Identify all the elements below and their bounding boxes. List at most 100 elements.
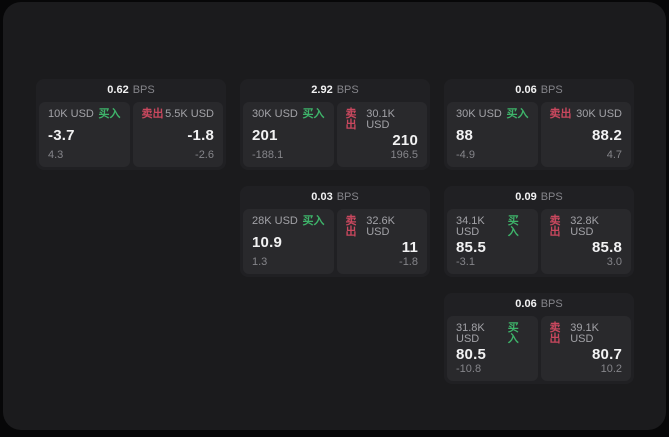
buy-side-label: 买入	[507, 215, 519, 238]
buy-side-label: 买入	[302, 108, 325, 120]
bps-header: 2.92 BPS	[240, 79, 430, 102]
buy-price: 10.9	[252, 233, 282, 251]
sell-price: 85.8	[592, 239, 622, 256]
sell-tile-top: 卖出 30K USD	[550, 109, 623, 120]
buy-tile[interactable]: 31.8K USD 买入 80.5 -10.8	[447, 316, 538, 381]
buy-tile-top: 10K USD 买入	[48, 109, 121, 120]
sell-side-label: 卖出	[549, 215, 561, 238]
sell-amount: 30.1K USD	[366, 108, 395, 131]
buy-amount: 10K USD	[48, 108, 94, 120]
sell-tile-top: 卖出 39.1K USD	[550, 323, 623, 345]
buy-change: 4.3	[48, 149, 64, 161]
bps-header: 0.06 BPS	[444, 79, 634, 102]
buy-tile-top: 30K USD 买入	[252, 109, 325, 120]
sell-side-label: 卖出	[345, 215, 357, 238]
sell-side-label: 卖出	[549, 108, 572, 120]
sell-change: 196.5	[390, 149, 418, 161]
sell-change: 3.0	[606, 256, 622, 268]
sell-side-label: 卖出	[345, 108, 357, 131]
quote-grid: 0.62 BPS 10K USD 买入 -3.7 4.3 卖出 5.5K USD	[36, 79, 634, 384]
buy-tile[interactable]: 10K USD 买入 -3.7 4.3	[39, 102, 130, 167]
sell-amount: 32.8K USD	[570, 215, 599, 238]
quote-card: 0.03 BPS 28K USD 买入 10.9 1.3 卖出 32.6K US…	[240, 186, 430, 277]
sell-tile[interactable]: 卖出 32.8K USD 85.8 3.0	[540, 209, 631, 274]
sell-tile-top: 卖出 32.6K USD	[346, 216, 419, 238]
bps-value: 0.09	[515, 191, 537, 203]
quote-card-body: 31.8K USD 买入 80.5 -10.8 卖出 39.1K USD 80.…	[444, 316, 634, 384]
sell-amount: 32.6K USD	[366, 215, 395, 238]
bps-header: 0.62 BPS	[36, 79, 226, 102]
buy-amount: 30K USD	[456, 108, 502, 120]
buy-tile-top: 30K USD 买入	[456, 109, 529, 120]
buy-side-label: 买入	[507, 322, 519, 345]
buy-tile[interactable]: 28K USD 买入 10.9 1.3	[243, 209, 334, 274]
bps-header: 0.03 BPS	[240, 186, 430, 209]
buy-price: 85.5	[456, 239, 486, 256]
bps-unit-label: BPS	[336, 84, 359, 96]
quote-card-body: 28K USD 买入 10.9 1.3 卖出 32.6K USD 11 -1.8	[240, 209, 430, 277]
sell-tile[interactable]: 卖出 39.1K USD 80.7 10.2	[540, 316, 631, 381]
buy-tile[interactable]: 34.1K USD 买入 85.5 -3.1	[447, 209, 538, 274]
buy-amount: 31.8K USD	[456, 322, 485, 345]
sell-price: 88.2	[592, 126, 622, 144]
sell-amount: 39.1K USD	[570, 322, 599, 345]
buy-change: -188.1	[252, 149, 284, 161]
sell-tile[interactable]: 卖出 32.6K USD 11 -1.8	[336, 209, 427, 274]
bps-value: 0.06	[515, 84, 537, 96]
bps-unit-label: BPS	[540, 84, 563, 96]
sell-price: 210	[392, 132, 418, 149]
buy-amount: 34.1K USD	[456, 215, 485, 238]
sell-tile-top: 卖出 5.5K USD	[142, 109, 215, 120]
quote-card-body: 30K USD 买入 201 -188.1 卖出 30.1K USD 210 1…	[240, 102, 430, 170]
buy-side-label: 买入	[98, 108, 121, 120]
bps-unit-label: BPS	[540, 191, 563, 203]
buy-tile[interactable]: 30K USD 买入 201 -188.1	[243, 102, 334, 167]
quote-card: 0.09 BPS 34.1K USD 买入 85.5 -3.1 卖出 32.8K…	[444, 186, 634, 277]
quote-card-body: 10K USD 买入 -3.7 4.3 卖出 5.5K USD -1.8 -2.…	[36, 102, 226, 170]
bps-header: 0.09 BPS	[444, 186, 634, 209]
sell-change: 10.2	[600, 363, 622, 375]
sell-tile[interactable]: 卖出 5.5K USD -1.8 -2.6	[132, 102, 223, 167]
buy-price: 201	[252, 126, 278, 144]
bps-unit-label: BPS	[336, 191, 359, 203]
bps-unit-label: BPS	[132, 84, 155, 96]
sell-tile[interactable]: 卖出 30.1K USD 210 196.5	[336, 102, 427, 167]
sell-change: 4.7	[606, 149, 622, 161]
quote-card: 0.06 BPS 31.8K USD 买入 80.5 -10.8 卖出 39.1…	[444, 293, 634, 384]
buy-tile-top: 34.1K USD 买入	[456, 216, 529, 238]
bps-value: 0.62	[107, 84, 129, 96]
buy-price: 80.5	[456, 346, 486, 363]
sell-price: -1.8	[187, 126, 214, 144]
buy-tile-top: 28K USD 买入	[252, 216, 325, 227]
quote-card-body: 30K USD 买入 88 -4.9 卖出 30K USD 88.2 4.7	[444, 102, 634, 170]
quote-card: 2.92 BPS 30K USD 买入 201 -188.1 卖出 30.1K …	[240, 79, 430, 170]
buy-tile[interactable]: 30K USD 买入 88 -4.9	[447, 102, 538, 167]
sell-side-label: 卖出	[141, 108, 164, 120]
buy-side-label: 买入	[302, 215, 325, 227]
buy-amount: 30K USD	[252, 108, 298, 120]
sell-tile-top: 卖出 32.8K USD	[550, 216, 623, 238]
bps-value: 2.92	[311, 84, 333, 96]
bps-header: 0.06 BPS	[444, 293, 634, 316]
quote-card: 0.06 BPS 30K USD 买入 88 -4.9 卖出 30K USD	[444, 79, 634, 170]
buy-change: -3.1	[456, 256, 475, 268]
sell-side-label: 卖出	[549, 322, 561, 345]
sell-price: 80.7	[592, 346, 622, 363]
buy-change: 1.3	[252, 256, 268, 268]
sell-tile-top: 卖出 30.1K USD	[346, 109, 419, 131]
quote-card-body: 34.1K USD 买入 85.5 -3.1 卖出 32.8K USD 85.8…	[444, 209, 634, 277]
sell-tile[interactable]: 卖出 30K USD 88.2 4.7	[540, 102, 631, 167]
sell-price: 11	[401, 239, 418, 256]
bps-value: 0.06	[515, 298, 537, 310]
buy-price: 88	[456, 126, 474, 144]
quote-card: 0.62 BPS 10K USD 买入 -3.7 4.3 卖出 5.5K USD	[36, 79, 226, 170]
buy-change: -4.9	[456, 149, 475, 161]
sell-change: -2.6	[195, 149, 214, 161]
buy-price: -3.7	[48, 126, 75, 144]
buy-change: -10.8	[456, 363, 482, 375]
main-panel: 0.62 BPS 10K USD 买入 -3.7 4.3 卖出 5.5K USD	[3, 2, 666, 430]
sell-amount: 30K USD	[576, 108, 622, 120]
buy-amount: 28K USD	[252, 215, 298, 227]
buy-side-label: 买入	[506, 108, 529, 120]
buy-tile-top: 31.8K USD 买入	[456, 323, 529, 345]
